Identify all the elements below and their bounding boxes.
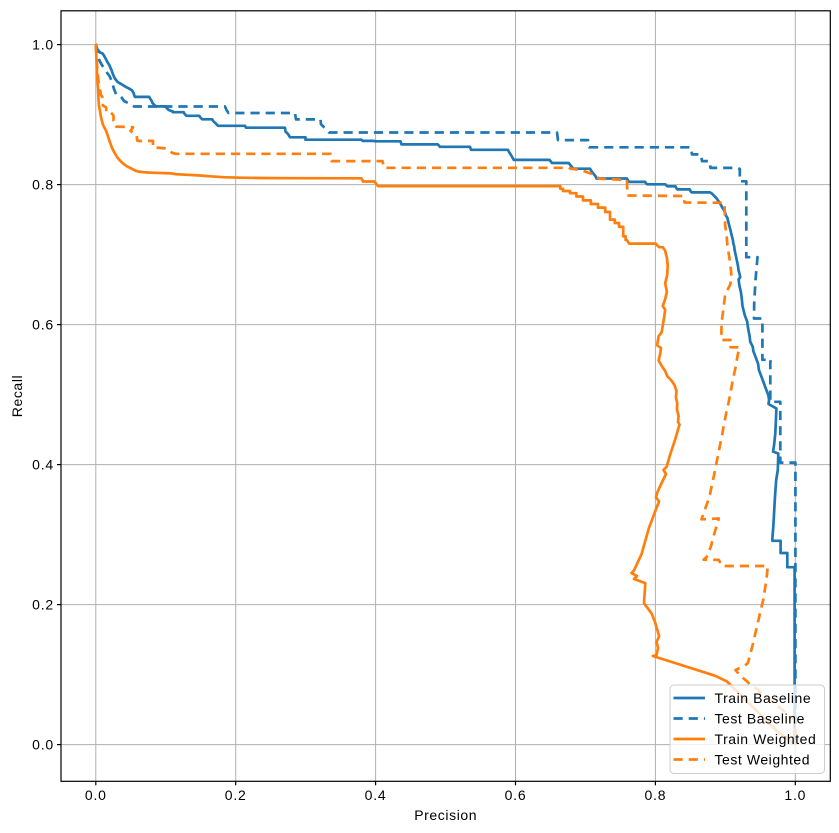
svg-text:1.0: 1.0 xyxy=(32,37,54,53)
svg-text:Train Baseline: Train Baseline xyxy=(715,690,812,706)
svg-text:0.8: 0.8 xyxy=(32,177,54,193)
svg-text:Test Baseline: Test Baseline xyxy=(715,711,805,727)
svg-text:1.0: 1.0 xyxy=(784,787,806,803)
svg-text:Recall: Recall xyxy=(9,375,25,418)
svg-text:0.6: 0.6 xyxy=(505,787,527,803)
svg-text:Train Weighted: Train Weighted xyxy=(715,731,817,747)
svg-text:0.6: 0.6 xyxy=(32,317,54,333)
svg-text:0.2: 0.2 xyxy=(32,597,54,613)
svg-text:0.0: 0.0 xyxy=(32,737,54,753)
svg-text:0.8: 0.8 xyxy=(644,787,666,803)
svg-text:Precision: Precision xyxy=(414,807,477,823)
svg-text:0.0: 0.0 xyxy=(85,787,107,803)
svg-text:Test Weighted: Test Weighted xyxy=(715,752,811,768)
svg-text:0.4: 0.4 xyxy=(365,787,387,803)
svg-text:0.2: 0.2 xyxy=(225,787,247,803)
svg-text:0.4: 0.4 xyxy=(32,457,54,473)
